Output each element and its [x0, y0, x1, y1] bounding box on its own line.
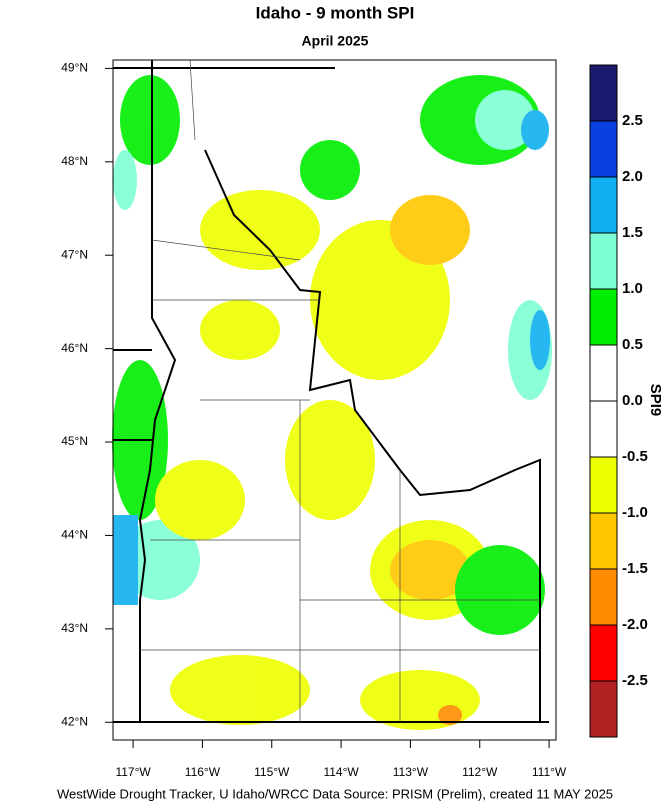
colorbar-band — [590, 681, 617, 737]
colorbar-tick-label: -0.5 — [622, 448, 648, 465]
colorbar-band — [590, 513, 617, 569]
colorbar-title: SPI9 — [647, 384, 664, 417]
y-tick-label: 44°N — [61, 528, 88, 542]
colorbar-band — [590, 65, 617, 121]
x-tick-label: 117°W — [115, 765, 151, 779]
colorbar-tick-label: -2.0 — [622, 616, 648, 633]
subtitle: April 2025 — [302, 33, 369, 49]
x-tick-label: 113°W — [393, 765, 429, 779]
state-borders — [113, 60, 549, 723]
y-tick-label: 49°N — [61, 61, 88, 75]
colorbar-tick-label: 1.5 — [622, 224, 643, 241]
colorbar-band — [590, 289, 617, 345]
y-tick-label: 45°N — [61, 434, 88, 448]
x-tick-label: 114°W — [323, 765, 359, 779]
colorbar-tick-label: -2.5 — [622, 672, 648, 689]
map-frame — [112, 59, 557, 741]
colorbar-tick-label: 0.5 — [622, 336, 643, 353]
spi-patches — [112, 75, 552, 730]
colorbar-tick-label: 1.0 — [622, 280, 643, 297]
title: Idaho - 9 month SPI — [256, 3, 415, 22]
colorbar-band — [590, 121, 617, 177]
map-raster — [112, 59, 557, 741]
x-tick-label: 112°W — [462, 765, 498, 779]
county-lines — [140, 59, 540, 722]
colorbar-tick-label: 2.5 — [622, 112, 643, 129]
colorbar-band — [590, 625, 617, 681]
colorbar-band — [590, 457, 617, 513]
y-tick-label: 42°N — [61, 714, 88, 728]
colorbar-band — [590, 569, 617, 625]
x-tick-label: 111°W — [532, 765, 567, 779]
colorbar-band — [590, 345, 617, 401]
colorbar-band — [590, 401, 617, 457]
y-tick-label: 47°N — [61, 247, 88, 261]
x-tick-label: 115°W — [254, 765, 290, 779]
colorbar-tick-label: 2.0 — [622, 168, 643, 185]
axes: 117°W 116°W 115°W 114°W 113°W 112°W 111°W 42°N 4… — [61, 61, 567, 780]
colorbar-tick-label: 0.0 — [622, 392, 643, 409]
colorbar-band — [590, 177, 617, 233]
y-tick-label: 46°N — [61, 341, 88, 355]
y-tick-label: 43°N — [61, 621, 88, 635]
x-tick-label: 116°W — [185, 765, 221, 779]
colorbar-tick-label: -1.5 — [622, 560, 648, 577]
footer: WestWide Drought Tracker, U Idaho/WRCC D… — [57, 786, 613, 801]
colorbar-tick-label: -1.0 — [622, 504, 648, 521]
y-tick-label: 48°N — [61, 154, 88, 168]
colorbar-band — [590, 233, 617, 289]
colorbar: -2.5 -2.0 -1.5 -1.0 -0.5 0.0 0.5 1.0 1.5 2.0 2.5 — [589, 64, 648, 738]
